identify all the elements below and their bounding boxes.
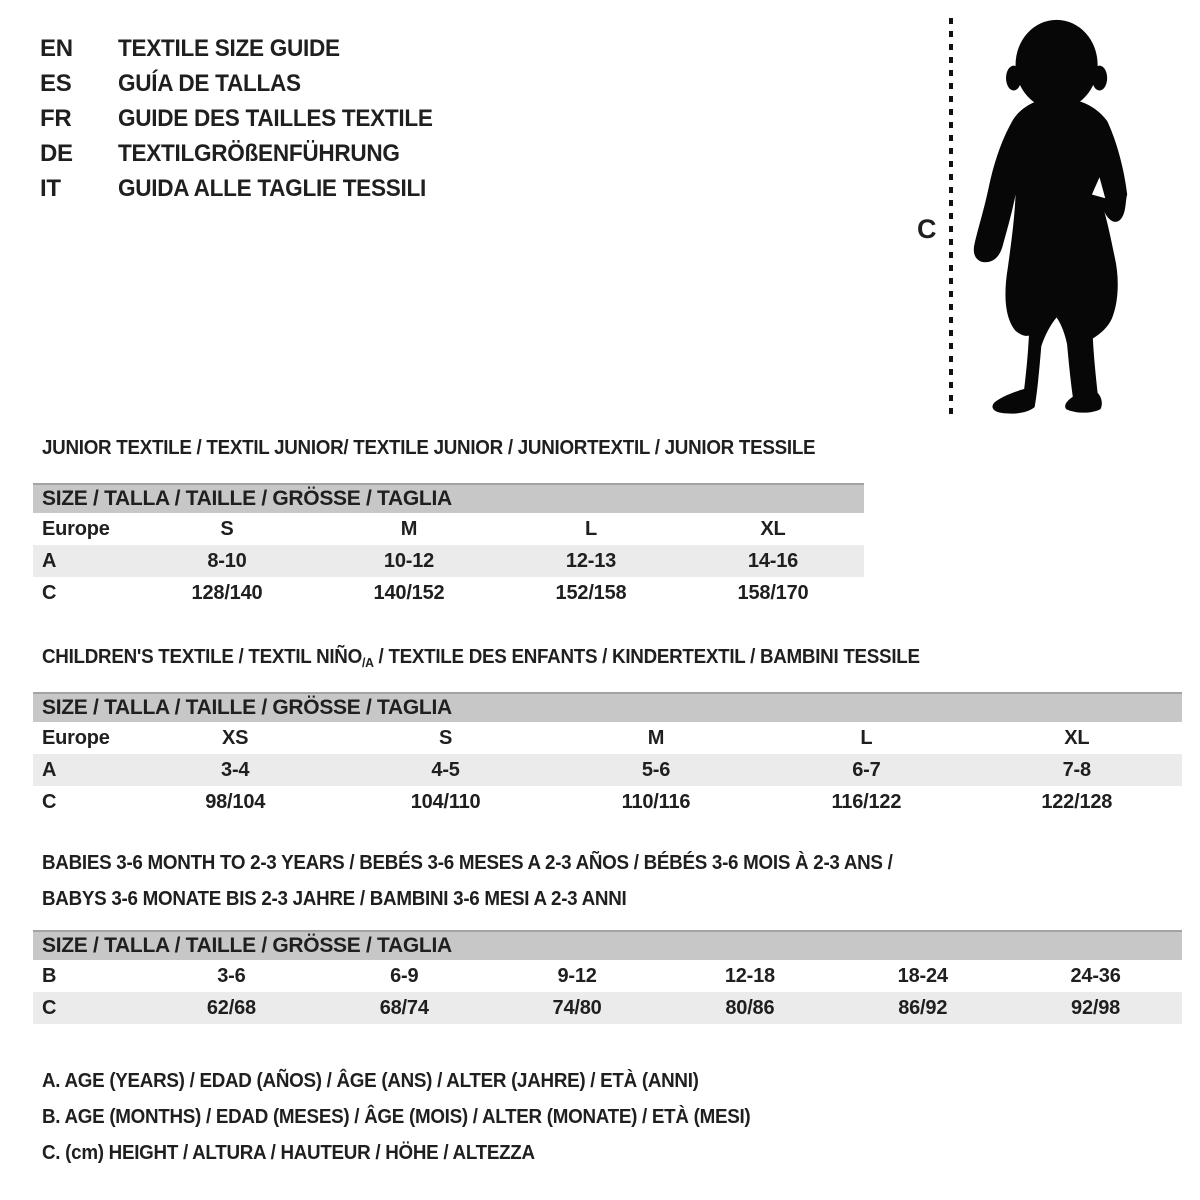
cell: 24-36 [1070, 964, 1121, 987]
cell: 110/116 [621, 790, 691, 813]
lang-code-it: IT [40, 175, 61, 202]
babies-size-table: SIZE / TALLA / TAILLE / GRÖSSE / TAGLIA … [33, 930, 1182, 1024]
cell: 6-9 [390, 964, 419, 987]
lang-code-en: EN [40, 35, 73, 62]
legend-line-a: A. AGE (YEARS) / EDAD (AÑOS) / ÂGE (ANS)… [42, 1070, 699, 1092]
row-label: C [42, 581, 57, 604]
cell: M [400, 517, 418, 540]
cell: 9-12 [557, 964, 597, 987]
cell: 62/68 [145, 992, 318, 1024]
children-size-header: SIZE / TALLA / TAILLE / GRÖSSE / TAGLIA [33, 692, 1182, 722]
cell: S [220, 517, 234, 540]
cell: 98/104 [205, 790, 266, 813]
cell: 74/80 [490, 992, 664, 1024]
junior-size-table: SIZE / TALLA / TAILLE / GRÖSSE / TAGLIA … [33, 483, 864, 609]
cell: 86/92 [836, 992, 1010, 1024]
cell: 5-6 [550, 754, 762, 786]
cell: 152/158 [555, 581, 627, 604]
cell: 6-7 [761, 754, 972, 786]
lang-code-fr: FR [40, 105, 72, 132]
children-title-sub: /A [361, 655, 374, 670]
table-row: Europe S M L XL [33, 513, 864, 545]
height-label-c: C [917, 214, 937, 244]
babies-section-title: BABIES 3-6 MONTH TO 2-3 YEARS / BEBÉS 3-… [42, 845, 893, 917]
cell: L [584, 517, 598, 540]
cell: 12-13 [500, 545, 682, 577]
cell: 4-5 [340, 754, 551, 786]
language-title-block: EN TEXTILE SIZE GUIDE ES GUÍA DE TALLAS … [40, 31, 453, 206]
toddler-silhouette-icon [973, 19, 1128, 414]
cell: 8-10 [136, 545, 318, 577]
cell: 68/74 [317, 992, 491, 1024]
lang-title-es: GUÍA DE TALLAS [118, 70, 301, 97]
children-title-part1: CHILDREN'S TEXTILE / TEXTIL NIÑO [42, 646, 362, 668]
table-row: C 128/140 140/152 152/158 158/170 [33, 577, 864, 609]
cell: 18-24 [897, 964, 948, 987]
table-row: Europe XS S M L XL [33, 722, 1182, 754]
cell: 12-18 [724, 964, 775, 987]
lang-title-en: TEXTILE SIZE GUIDE [118, 35, 340, 62]
cell: L [860, 726, 873, 749]
table-row: C 62/68 68/74 74/80 80/86 86/92 92/98 [33, 992, 1182, 1024]
cell: 7-8 [971, 754, 1182, 786]
legend-line-c: C. (cm) HEIGHT / ALTURA / HAUTEUR / HÖHE… [42, 1142, 535, 1164]
cell: XL [760, 517, 786, 540]
cell: 140/152 [373, 581, 445, 604]
cell: XL [1064, 726, 1090, 749]
row-label: C [33, 992, 145, 1024]
row-label: C [42, 790, 57, 813]
row-label: B [42, 964, 57, 987]
row-label: A [33, 545, 136, 577]
junior-size-header: SIZE / TALLA / TAILLE / GRÖSSE / TAGLIA [33, 483, 864, 513]
measurement-figure: C [917, 18, 1128, 415]
babies-title-line2: BABYS 3-6 MONATE BIS 2-3 JAHRE / BAMBINI… [42, 888, 627, 910]
table-row: C 98/104 104/110 110/116 116/122 122/128 [33, 786, 1182, 818]
cell: S [439, 726, 453, 749]
cell: 10-12 [318, 545, 500, 577]
table-row: B 3-6 6-9 9-12 12-18 18-24 24-36 [33, 960, 1182, 992]
cell: 3-4 [130, 754, 341, 786]
cell: 14-16 [682, 545, 864, 577]
cell: 122/128 [1041, 790, 1113, 813]
children-size-table: SIZE / TALLA / TAILLE / GRÖSSE / TAGLIA … [33, 692, 1182, 818]
cell: 116/122 [831, 790, 902, 813]
lang-title-it: GUIDA ALLE TAGLIE TESSILI [118, 175, 426, 202]
lang-code-es: ES [40, 70, 72, 97]
lang-title-de: TEXTILGRÖßENFÜHRUNG [118, 140, 400, 167]
row-label: Europe [42, 517, 110, 540]
cell: M [647, 726, 665, 749]
cell: 158/170 [737, 581, 809, 604]
cell: XS [222, 726, 249, 749]
babies-size-header: SIZE / TALLA / TAILLE / GRÖSSE / TAGLIA [33, 930, 1182, 960]
lang-code-de: DE [40, 140, 73, 167]
legend-block: A. AGE (YEARS) / EDAD (AÑOS) / ÂGE (ANS)… [42, 1063, 796, 1171]
table-row: A 8-10 10-12 12-13 14-16 [33, 545, 864, 577]
babies-title-line1: BABIES 3-6 MONTH TO 2-3 YEARS / BEBÉS 3-… [42, 852, 893, 874]
junior-section-title: JUNIOR TEXTILE / TEXTIL JUNIOR/ TEXTILE … [42, 437, 816, 459]
cell: 128/140 [191, 581, 263, 604]
lang-title-fr: GUIDE DES TAILLES TEXTILE [118, 105, 433, 132]
cell: 92/98 [1009, 992, 1182, 1024]
cell: 80/86 [663, 992, 837, 1024]
cell: 104/110 [410, 790, 481, 813]
table-row: A 3-4 4-5 5-6 6-7 7-8 [33, 754, 1182, 786]
children-title-part2: / TEXTILE DES ENFANTS / KINDERTEXTIL / B… [373, 646, 920, 668]
row-label: A [33, 754, 130, 786]
cell: 3-6 [217, 964, 246, 987]
legend-line-b: B. AGE (MONTHS) / EDAD (MESES) / ÂGE (MO… [42, 1106, 751, 1128]
children-section-title: CHILDREN'S TEXTILE / TEXTIL NIÑO/A / TEX… [42, 646, 920, 670]
row-label: Europe [42, 726, 110, 749]
